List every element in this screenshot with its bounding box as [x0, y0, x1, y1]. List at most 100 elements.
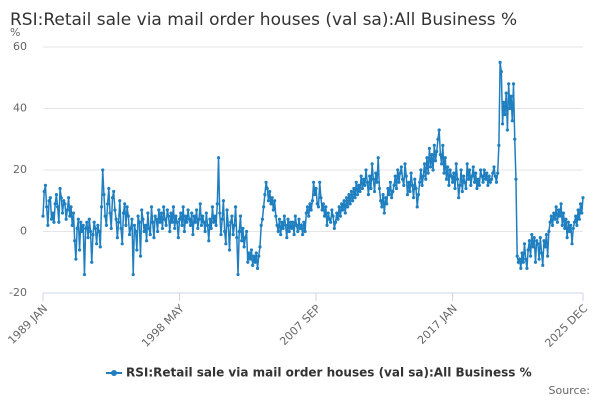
data-point	[65, 208, 69, 212]
data-point	[390, 196, 394, 200]
data-point	[277, 217, 282, 221]
data-point	[93, 226, 98, 231]
data-point	[103, 214, 107, 218]
data-point	[45, 205, 49, 209]
data-point	[414, 186, 418, 191]
data-point	[56, 205, 60, 209]
data-point	[326, 211, 330, 215]
data-point	[468, 168, 472, 172]
data-point	[291, 220, 295, 224]
data-point	[494, 180, 499, 184]
data-point	[310, 199, 314, 203]
y-tick-label: -20	[9, 286, 27, 299]
data-point	[149, 205, 154, 209]
data-point	[181, 205, 185, 209]
source: Source:	[549, 384, 591, 397]
data-point	[108, 211, 112, 215]
data-point	[504, 91, 508, 95]
data-point	[283, 223, 288, 227]
data-point	[48, 196, 52, 200]
data-point	[158, 220, 162, 224]
data-point	[237, 229, 241, 234]
data-point	[87, 217, 91, 221]
data-point	[408, 189, 412, 194]
data-point	[275, 223, 279, 227]
data-point	[241, 226, 245, 231]
data-point	[426, 171, 430, 175]
data-point	[244, 229, 249, 234]
data-point	[360, 186, 364, 191]
data-point	[383, 196, 388, 200]
data-point	[79, 220, 83, 224]
data-point	[73, 239, 77, 243]
data-point	[481, 180, 485, 184]
data-point	[301, 232, 305, 237]
data-point	[402, 183, 406, 187]
data-point	[425, 156, 429, 160]
data-point	[457, 196, 461, 200]
data-point	[231, 232, 235, 237]
data-point	[152, 236, 156, 240]
data-point	[336, 217, 340, 221]
data-point	[552, 211, 556, 215]
data-point	[53, 202, 57, 206]
data-point	[520, 251, 524, 255]
data-point	[273, 199, 277, 203]
data-point	[429, 165, 433, 169]
data-point	[88, 229, 93, 234]
data-point	[466, 177, 471, 181]
data-point	[555, 220, 560, 224]
data-point	[66, 196, 71, 200]
data-point	[427, 146, 432, 151]
data-point	[509, 94, 513, 98]
data-point	[516, 260, 520, 264]
data-point	[403, 162, 407, 166]
data-point	[461, 174, 466, 178]
data-point	[203, 229, 207, 234]
data-point	[335, 211, 339, 215]
data-point	[166, 214, 171, 218]
data-point	[271, 208, 275, 212]
data-point	[155, 229, 160, 234]
data-point	[288, 220, 293, 224]
data-point	[369, 186, 373, 191]
data-point	[554, 205, 558, 209]
data-point	[563, 226, 567, 231]
data-point	[380, 205, 384, 209]
data-point	[357, 183, 361, 187]
data-point	[361, 177, 366, 181]
data-point	[276, 229, 280, 234]
data-point	[352, 186, 356, 191]
data-point	[232, 223, 236, 227]
data-point	[281, 226, 285, 231]
data-point	[70, 223, 74, 227]
data-point	[46, 223, 50, 227]
data-point	[98, 245, 102, 249]
data-point	[197, 217, 201, 221]
data-point	[205, 223, 210, 227]
data-point	[107, 186, 111, 191]
data-point	[164, 223, 168, 227]
data-point	[355, 193, 360, 197]
data-point	[359, 174, 363, 178]
data-point	[472, 180, 477, 184]
data-point	[524, 257, 528, 261]
data-point	[333, 220, 338, 224]
data-point	[482, 168, 486, 172]
data-point	[260, 217, 265, 221]
data-point	[297, 217, 301, 221]
data-point	[125, 205, 129, 209]
data-point	[393, 174, 397, 178]
data-point	[470, 174, 474, 178]
data-point	[527, 239, 531, 243]
data-point	[407, 180, 411, 184]
data-point	[85, 220, 89, 224]
data-point	[126, 214, 130, 218]
data-point	[565, 236, 569, 240]
data-point	[399, 165, 403, 169]
data-point	[488, 180, 492, 184]
data-point	[265, 186, 269, 191]
data-point	[377, 186, 382, 191]
data-point	[224, 242, 228, 246]
data-point	[42, 189, 46, 194]
